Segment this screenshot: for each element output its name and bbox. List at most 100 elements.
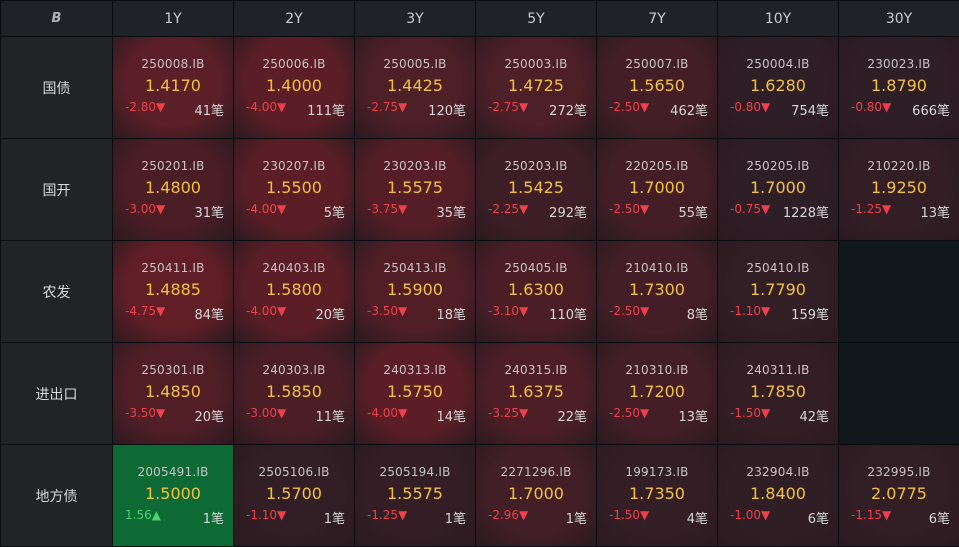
- bond-yield: 1.4800: [145, 178, 201, 197]
- quote-cell[interactable]: 240303.IB 1.5850 -3.00▼ 11笔: [234, 343, 354, 444]
- quote-footer: -3.10▼ 110笔: [476, 304, 596, 323]
- trade-count: 55笔: [678, 206, 708, 221]
- quote-cell[interactable]: 250411.IB 1.4885 -4.75▼ 84笔: [113, 241, 233, 342]
- quote-footer: -1.10▼ 159笔: [718, 304, 838, 323]
- quote-cell[interactable]: 220205.IB 1.7000 -2.50▼ 55笔: [597, 139, 717, 240]
- bond-code: 250205.IB: [746, 159, 810, 173]
- quote-footer: -4.00▼ 111笔: [234, 100, 354, 119]
- quote-cell[interactable]: 250003.IB 1.4725 -2.75▼ 272笔: [476, 37, 596, 138]
- quote-cell[interactable]: 250008.IB 1.4170 -2.80▼ 41笔: [113, 37, 233, 138]
- bond-yield: 1.5000: [145, 484, 201, 503]
- yield-change: -1.25▼: [851, 202, 892, 216]
- row-label-difangzhai[interactable]: 地方债: [1, 445, 112, 546]
- tenor-header-2y[interactable]: 2Y: [234, 1, 354, 36]
- row-label-jinchukou[interactable]: 进出口: [1, 343, 112, 444]
- bond-yield: 1.4850: [145, 382, 201, 401]
- bond-yield: 1.7000: [629, 178, 685, 197]
- quote-cell[interactable]: 230207.IB 1.5500 -4.00▼ 5笔: [234, 139, 354, 240]
- tenor-header-7y[interactable]: 7Y: [597, 1, 717, 36]
- quote-cell[interactable]: 2505194.IB 1.5575 -1.25▼ 1笔: [355, 445, 475, 546]
- quote-cell[interactable]: 250201.IB 1.4800 -3.00▼ 31笔: [113, 139, 233, 240]
- yield-change: -3.10▼: [488, 304, 529, 318]
- row-label-guozhai[interactable]: 国债: [1, 37, 112, 138]
- quote-cell[interactable]: 250413.IB 1.5900 -3.50▼ 18笔: [355, 241, 475, 342]
- quote-cell[interactable]: 250205.IB 1.7000 -0.75▼ 1228笔: [718, 139, 838, 240]
- quote-footer: -2.50▼ 462笔: [597, 100, 717, 119]
- quote-cell[interactable]: 240315.IB 1.6375 -3.25▼ 22笔: [476, 343, 596, 444]
- yield-change: -0.80▼: [851, 100, 892, 114]
- quote-footer: -2.80▼ 41笔: [113, 100, 233, 119]
- quote-cell[interactable]: 230023.IB 1.8790 -0.80▼ 666笔: [839, 37, 959, 138]
- quote-cell[interactable]: 2271296.IB 1.7000 -2.96▼ 1笔: [476, 445, 596, 546]
- bond-yield: 1.4170: [145, 76, 201, 95]
- quote-cell[interactable]: 250405.IB 1.6300 -3.10▼ 110笔: [476, 241, 596, 342]
- tenor-header-30y[interactable]: 30Y: [839, 1, 959, 36]
- quote-cell[interactable]: 199173.IB 1.7350 -1.50▼ 4笔: [597, 445, 717, 546]
- quote-cell[interactable]: 232995.IB 2.0775 -1.15▼ 6笔: [839, 445, 959, 546]
- quote-footer: -1.25▼ 13笔: [839, 202, 959, 221]
- bond-yield: 1.9250: [871, 178, 927, 197]
- quote-cell[interactable]: 230203.IB 1.5575 -3.75▼ 35笔: [355, 139, 475, 240]
- quote-cell[interactable]: 2505106.IB 1.5700 -1.10▼ 1笔: [234, 445, 354, 546]
- bond-code: 240313.IB: [383, 363, 447, 377]
- tenor-header-3y[interactable]: 3Y: [355, 1, 475, 36]
- quote-cell[interactable]: 250301.IB 1.4850 -3.50▼ 20笔: [113, 343, 233, 444]
- quote-footer: -1.10▼ 1笔: [234, 508, 354, 527]
- bond-code: 240311.IB: [746, 363, 810, 377]
- quote-cell[interactable]: 210410.IB 1.7300 -2.50▼ 8笔: [597, 241, 717, 342]
- quote-footer: 1.56▲ 1笔: [113, 508, 233, 527]
- quote-footer: -3.25▼ 22笔: [476, 406, 596, 425]
- quote-cell[interactable]: 210220.IB 1.9250 -1.25▼ 13笔: [839, 139, 959, 240]
- quote-footer: -3.00▼ 31笔: [113, 202, 233, 221]
- quote-cell[interactable]: 250006.IB 1.4000 -4.00▼ 111笔: [234, 37, 354, 138]
- trade-count: 4笔: [686, 512, 708, 527]
- bond-code: 250007.IB: [625, 57, 689, 71]
- trade-count: 13笔: [920, 206, 950, 221]
- quote-cell[interactable]: 240311.IB 1.7850 -1.50▼ 42笔: [718, 343, 838, 444]
- quote-cell[interactable]: 250007.IB 1.5650 -2.50▼ 462笔: [597, 37, 717, 138]
- bond-code: 232995.IB: [867, 465, 931, 479]
- tenor-header-1y[interactable]: 1Y: [113, 1, 233, 36]
- quote-cell[interactable]: 240313.IB 1.5750 -4.00▼ 14笔: [355, 343, 475, 444]
- quote-footer: -2.25▼ 292笔: [476, 202, 596, 221]
- row-label-nongfa[interactable]: 农发: [1, 241, 112, 342]
- bond-code: 250203.IB: [504, 159, 568, 173]
- trade-count: 35笔: [436, 206, 466, 221]
- yield-change: -2.80▼: [125, 100, 166, 114]
- trade-count: 754笔: [791, 104, 829, 119]
- yield-change: -4.00▼: [246, 304, 287, 318]
- quote-cell[interactable]: 250410.IB 1.7790 -1.10▼ 159笔: [718, 241, 838, 342]
- trade-count: 31笔: [194, 206, 224, 221]
- quote-footer: -1.15▼ 6笔: [839, 508, 959, 527]
- quote-cell[interactable]: 210310.IB 1.7200 -2.50▼ 13笔: [597, 343, 717, 444]
- quote-footer: -0.80▼ 754笔: [718, 100, 838, 119]
- trade-count: 1228笔: [782, 206, 829, 221]
- quote-cell[interactable]: 232904.IB 1.8400 -1.00▼ 6笔: [718, 445, 838, 546]
- quote-cell[interactable]: 250004.IB 1.6280 -0.80▼ 754笔: [718, 37, 838, 138]
- yield-change: -3.00▼: [125, 202, 166, 216]
- tenor-header-5y[interactable]: 5Y: [476, 1, 596, 36]
- bond-code: 250410.IB: [746, 261, 810, 275]
- trade-count: 5笔: [323, 206, 345, 221]
- bond-code: 220205.IB: [625, 159, 689, 173]
- bond-yield: 1.7850: [750, 382, 806, 401]
- tenor-header-10y[interactable]: 10Y: [718, 1, 838, 36]
- trade-count: 41笔: [194, 104, 224, 119]
- bond-yield: 1.4725: [508, 76, 564, 95]
- yield-change: -2.75▼: [367, 100, 408, 114]
- trade-count: 14笔: [436, 410, 466, 425]
- quote-cell[interactable]: 250005.IB 1.4425 -2.75▼ 120笔: [355, 37, 475, 138]
- bond-code: 250411.IB: [141, 261, 205, 275]
- quote-cell[interactable]: 240403.IB 1.5800 -4.00▼ 20笔: [234, 241, 354, 342]
- row-label-guokai[interactable]: 国开: [1, 139, 112, 240]
- quote-cell[interactable]: 250203.IB 1.5425 -2.25▼ 292笔: [476, 139, 596, 240]
- yield-change: -2.50▼: [609, 406, 650, 420]
- yield-change: -2.50▼: [609, 304, 650, 318]
- bond-yield: 1.6300: [508, 280, 564, 299]
- quote-cell[interactable]: 2005491.IB 1.5000 1.56▲ 1笔: [113, 445, 233, 546]
- yield-change: -2.50▼: [609, 202, 650, 216]
- bond-code: 199173.IB: [625, 465, 689, 479]
- bond-yield: 1.5850: [266, 382, 322, 401]
- bond-yield: 2.0775: [871, 484, 927, 503]
- quote-footer: -2.75▼ 120笔: [355, 100, 475, 119]
